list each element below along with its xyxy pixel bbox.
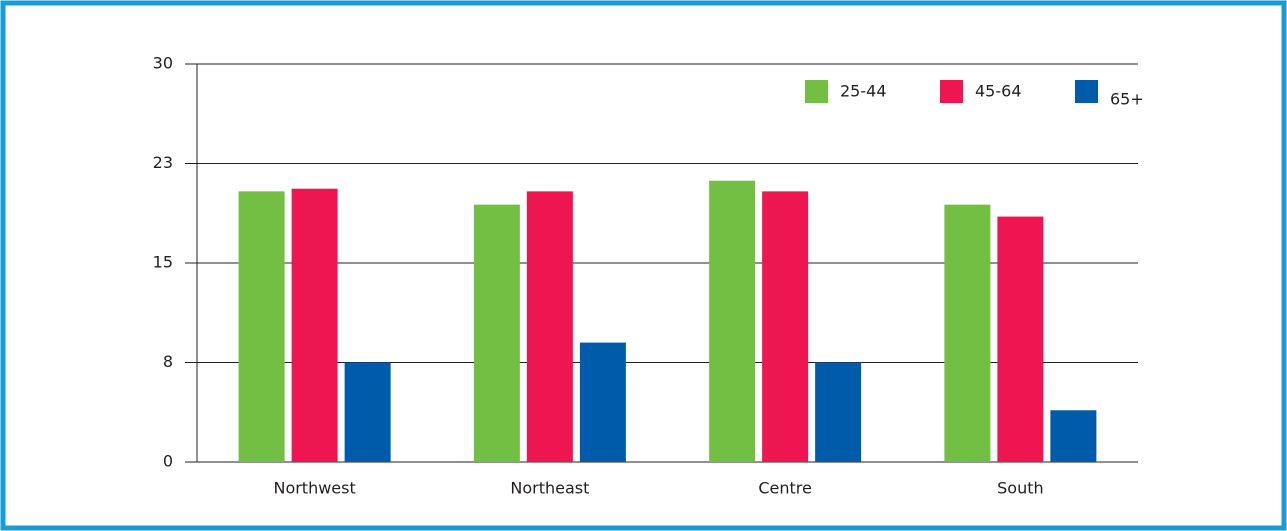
legend-label: 25-44: [840, 82, 887, 101]
y-tick-label: 15: [153, 253, 173, 272]
bar: [473, 204, 520, 463]
y-tick-label: 8: [163, 352, 173, 371]
legend-label: 45-64: [975, 82, 1022, 101]
bar: [709, 180, 756, 462]
x-tick-label: South: [997, 479, 1044, 498]
legend-label: 65+: [1110, 90, 1144, 109]
bar: [344, 362, 391, 462]
legend-swatch: [1075, 80, 1098, 103]
bar: [997, 216, 1044, 462]
bar: [579, 342, 626, 462]
bar: [526, 191, 573, 463]
x-tick-label: Northwest: [273, 479, 355, 498]
x-tick-label: Northeast: [510, 479, 589, 498]
y-tick-label: 23: [153, 153, 173, 172]
bar: [291, 188, 338, 462]
legend-swatch: [940, 80, 963, 103]
bar: [815, 362, 862, 462]
bar: [944, 204, 991, 463]
bar: [1050, 410, 1097, 462]
x-tick-label: Centre: [758, 479, 812, 498]
y-tick-label: 30: [153, 54, 173, 73]
bar: [762, 191, 809, 463]
legend-swatch: [805, 80, 828, 103]
bar: [238, 191, 285, 463]
y-tick-label: 0: [163, 452, 173, 471]
